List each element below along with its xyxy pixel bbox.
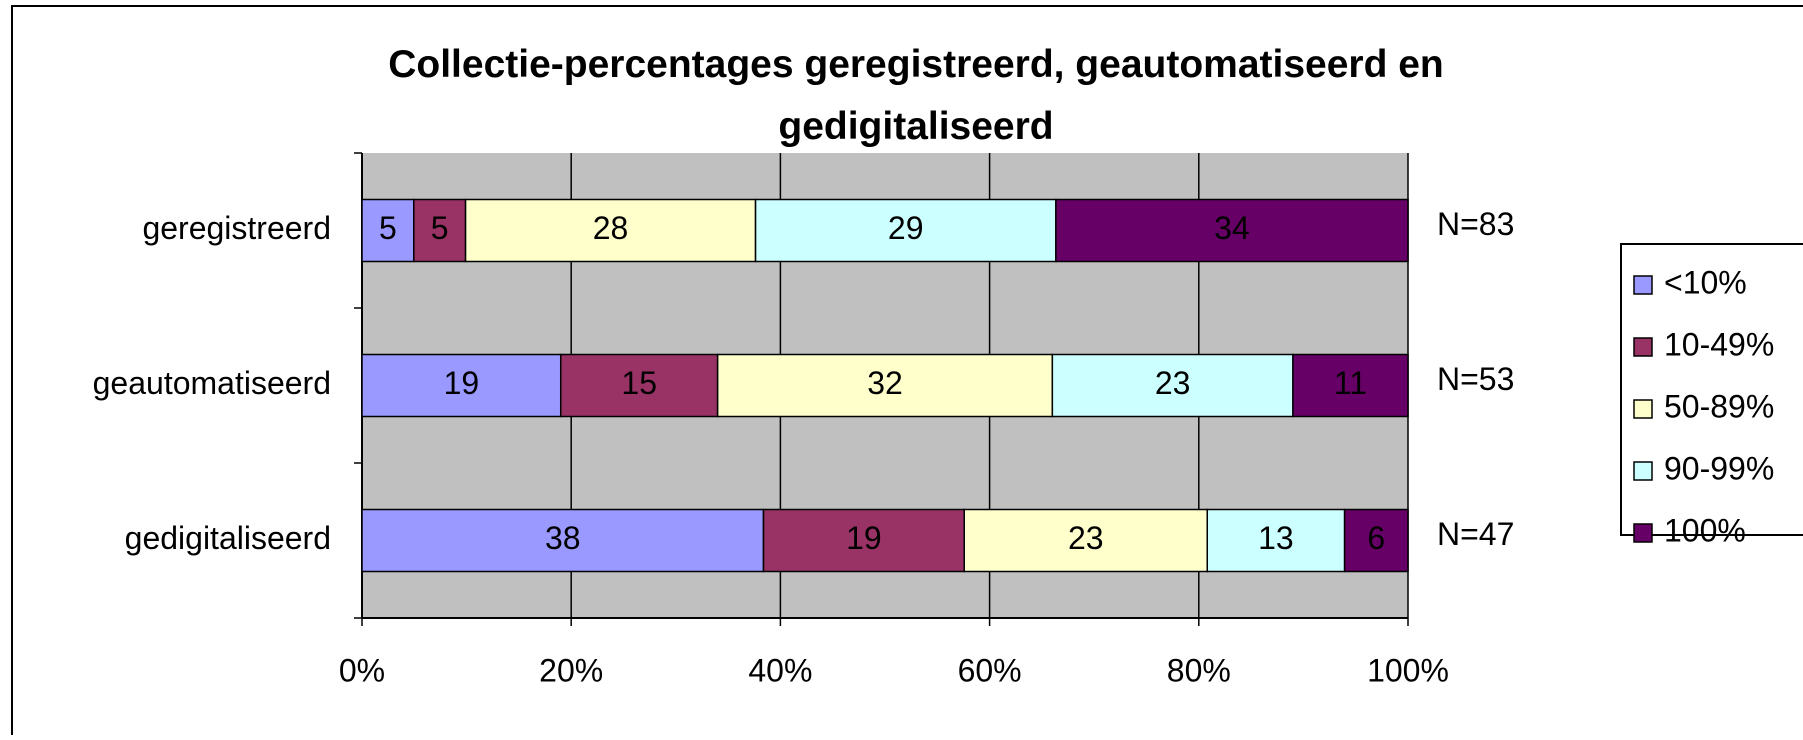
legend-swatch bbox=[1633, 337, 1653, 357]
legend-label: <10% bbox=[1664, 264, 1747, 300]
x-tick-label: 60% bbox=[958, 652, 1022, 688]
legend-swatch bbox=[1633, 275, 1653, 295]
data-label: 32 bbox=[867, 365, 903, 401]
bar-segment bbox=[1206, 508, 1346, 573]
data-label: 5 bbox=[379, 210, 397, 246]
legend-swatch bbox=[1633, 523, 1653, 543]
y-tick-label: geautomatiseerd bbox=[93, 365, 331, 401]
data-label: 15 bbox=[621, 365, 657, 401]
bar-segment bbox=[1055, 198, 1409, 263]
bar-segment bbox=[413, 198, 467, 263]
annotation: N=53 bbox=[1437, 361, 1514, 397]
legend-label: 90-99% bbox=[1664, 450, 1774, 486]
data-label: 23 bbox=[1155, 365, 1191, 401]
legend-swatch bbox=[1633, 461, 1653, 481]
data-label: 19 bbox=[444, 365, 480, 401]
x-tick-label: 20% bbox=[539, 652, 603, 688]
x-tick-label: 80% bbox=[1167, 652, 1231, 688]
data-label: 28 bbox=[593, 210, 629, 246]
bar-segment bbox=[1343, 508, 1409, 573]
bar-segment bbox=[361, 353, 562, 418]
legend-label: 10-49% bbox=[1664, 326, 1774, 362]
annotation: N=83 bbox=[1437, 206, 1514, 242]
data-label: 23 bbox=[1068, 520, 1104, 556]
x-tick-label: 0% bbox=[339, 652, 385, 688]
data-label: 13 bbox=[1258, 520, 1294, 556]
data-label: 38 bbox=[545, 520, 581, 556]
chart-title: Collectie-percentages geregistreerd, gea… bbox=[388, 43, 1444, 148]
y-tick-label: gedigitaliseerd bbox=[125, 520, 331, 556]
data-label: 29 bbox=[888, 210, 924, 246]
bar-segment bbox=[361, 198, 415, 263]
x-tick-label: 100% bbox=[1367, 652, 1449, 688]
data-label: 5 bbox=[431, 210, 449, 246]
bar-segment bbox=[361, 508, 765, 573]
data-label: 11 bbox=[1334, 365, 1367, 401]
bar-segment bbox=[1051, 353, 1294, 418]
x-tick-label: 40% bbox=[748, 652, 812, 688]
bar-segment bbox=[762, 508, 965, 573]
legend-label: 50-89% bbox=[1664, 388, 1774, 424]
data-label: 34 bbox=[1214, 210, 1250, 246]
data-label: 19 bbox=[846, 520, 882, 556]
annotation: N=47 bbox=[1437, 516, 1514, 552]
legend-swatch bbox=[1633, 399, 1653, 419]
bar-segment bbox=[1292, 353, 1409, 418]
y-tick-label: geregistreerd bbox=[142, 210, 331, 246]
legend-label: 100% bbox=[1664, 512, 1746, 548]
bar-segment bbox=[716, 353, 1054, 418]
bar-segment bbox=[754, 198, 1057, 263]
data-label: 6 bbox=[1367, 520, 1385, 556]
bar-segment bbox=[963, 508, 1209, 573]
